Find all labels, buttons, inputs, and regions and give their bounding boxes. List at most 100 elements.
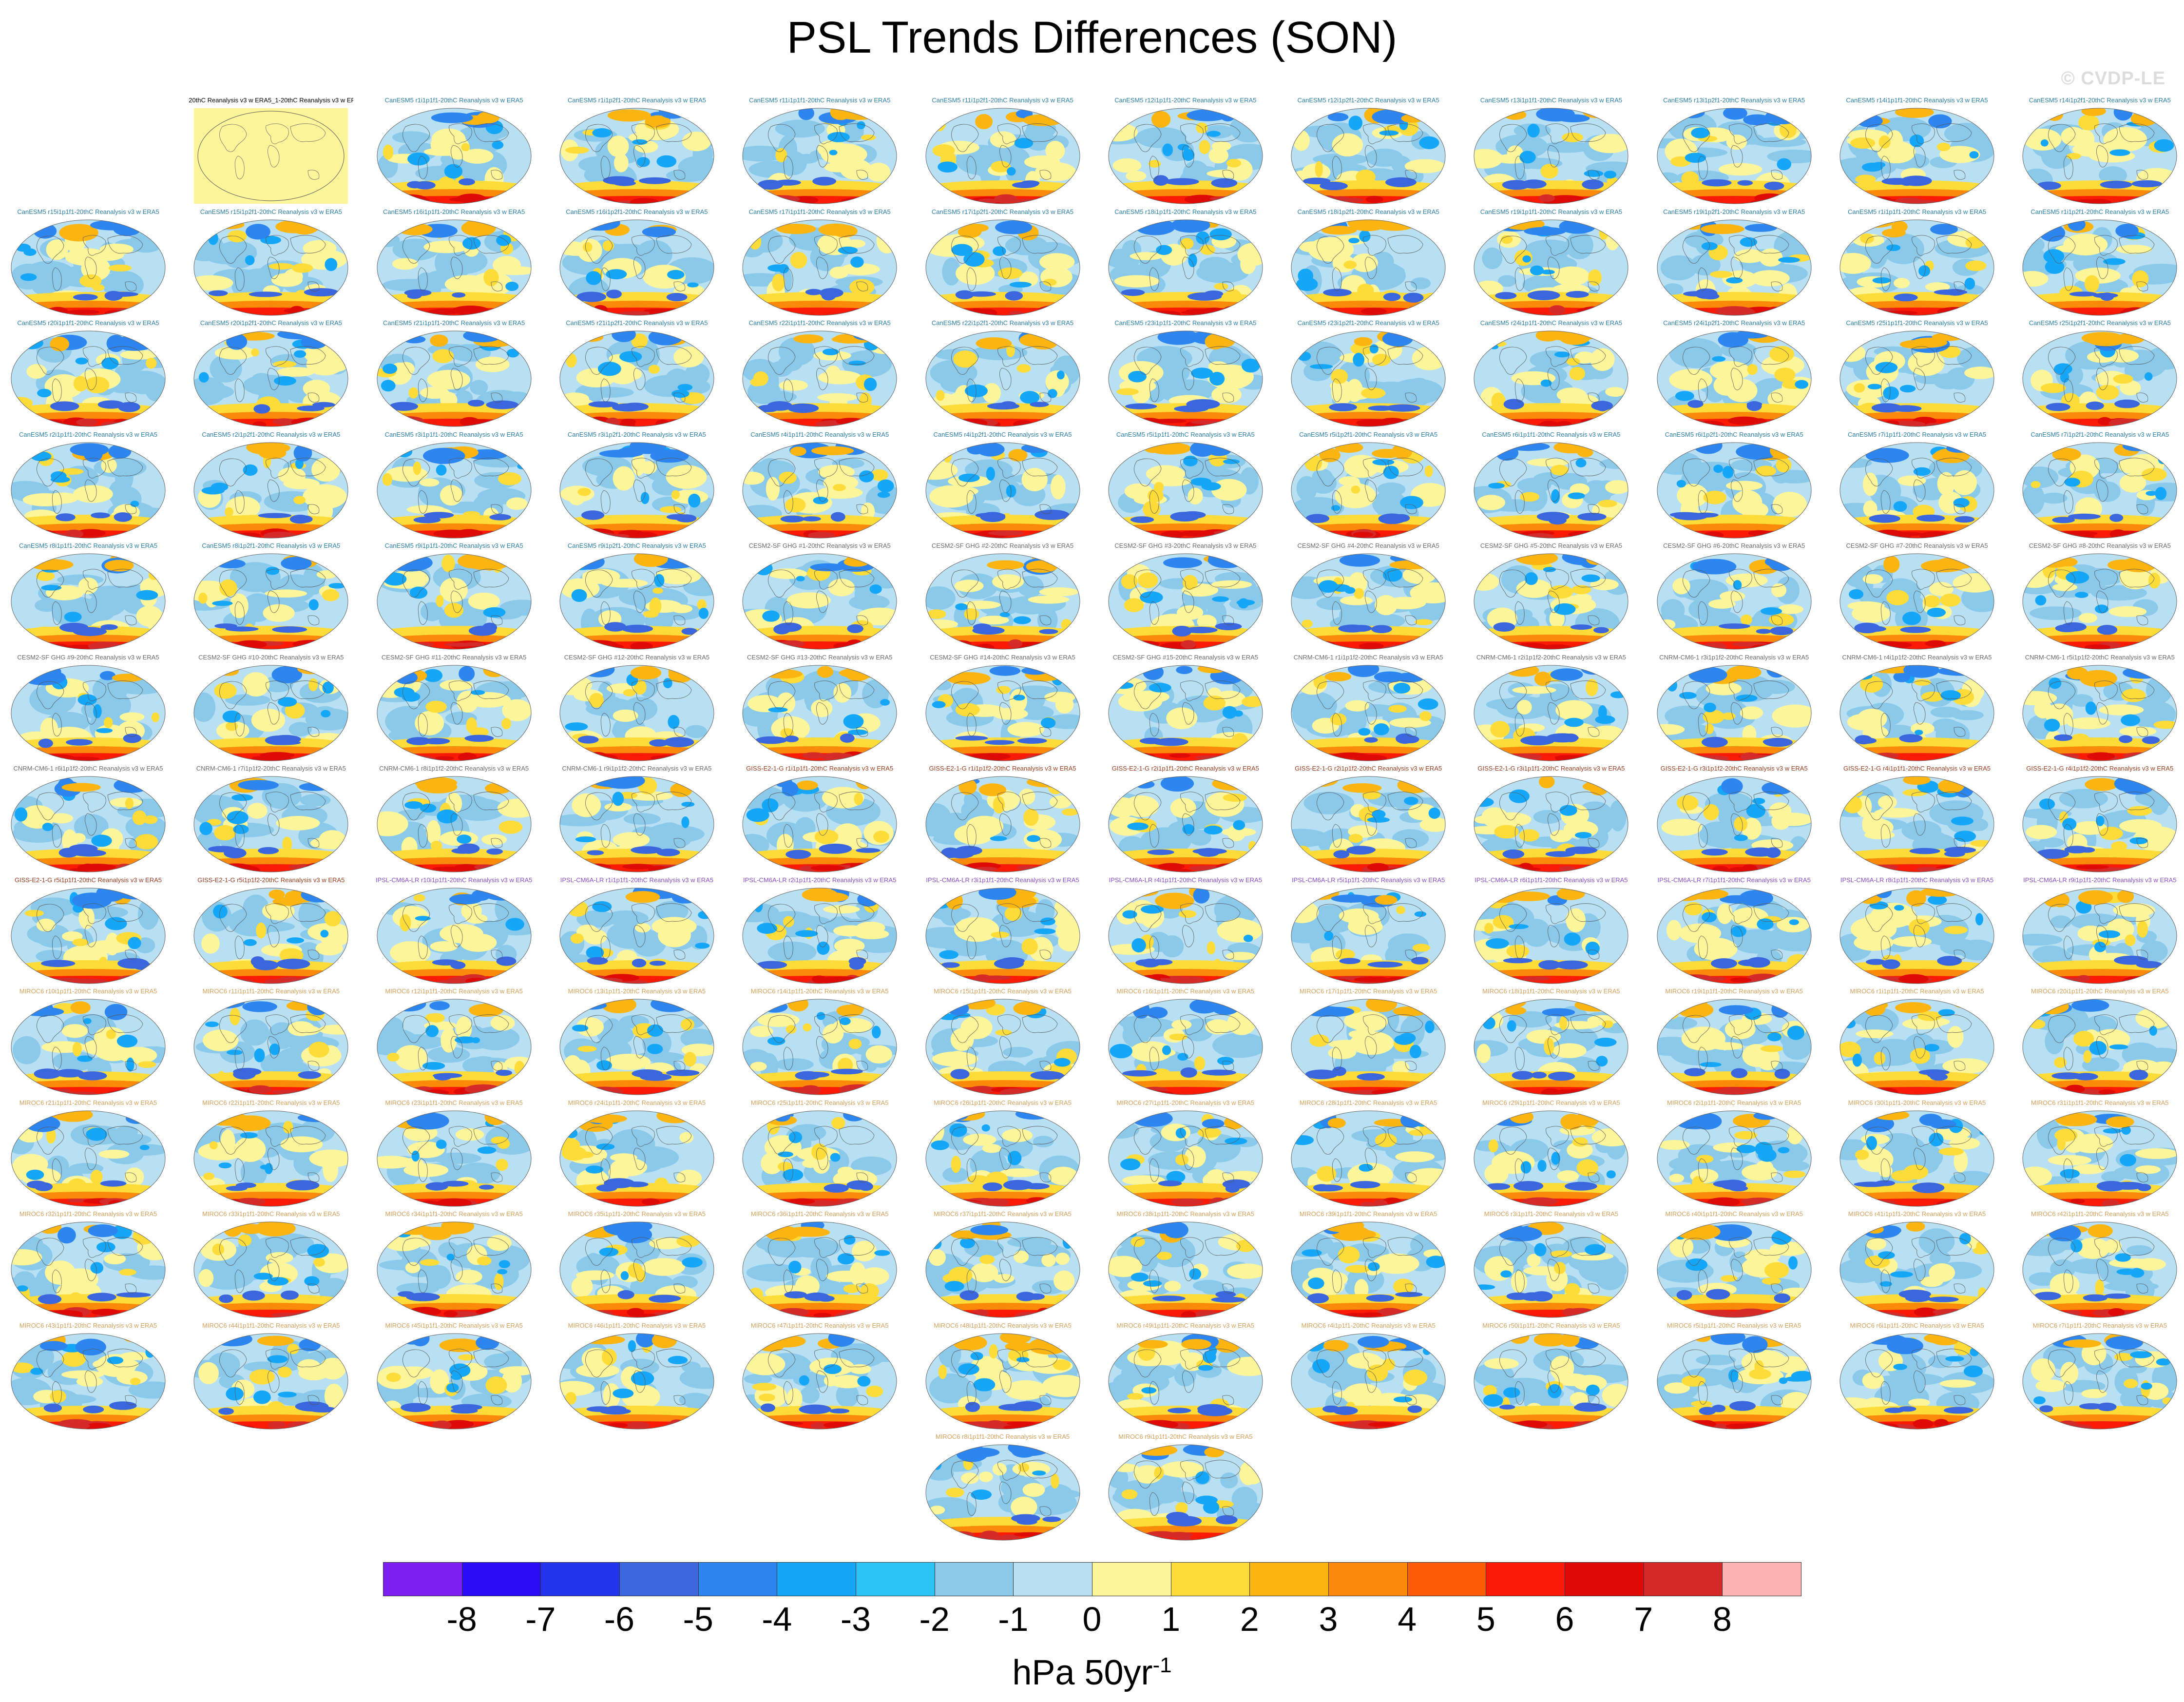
map-plot [925,330,1080,427]
panel-title: CanESM5 r18i1p1f1-20thC Reanalysis v3 w … [1114,208,1257,215]
polar-anomaly-blob [670,782,692,797]
southern-anomaly-blob [1487,197,1509,204]
map-panel: GISS-E2-1-G r2i1p1f2-20thC Reanalysis v3… [1286,764,1451,875]
panel-title: CanESM5 r8i1p2f1-20thC Reanalysis v3 w E… [202,542,341,549]
coastlines [1682,234,1789,291]
positive-anomaly-blob [36,918,56,931]
coastlines [768,234,875,291]
polar-anomaly-blob [810,563,846,572]
map-panel: CanESM5 r3i1p1f1-20thC Reanalysis v3 w E… [372,430,536,541]
polar-anomaly-blob [1765,109,1800,124]
negative-anomaly-blob [1709,834,1738,849]
negative-anomaly-blob [1180,1067,1197,1078]
negative-anomaly-blob [1296,476,1318,501]
positive-anomaly-blob [79,274,102,288]
map-plot [194,108,348,204]
southern-anomaly-blob [204,420,221,425]
negative-anomaly-blob [194,692,216,722]
southern-anomaly-blob [2098,417,2112,426]
southern-anomaly-blob [594,644,608,649]
map-panel: CanESM5 r5i1p2f1-20thC Reanalysis v3 w E… [1286,430,1451,541]
panel-title: CanESM5 r8i1p1f1-20thC Reanalysis v3 w E… [19,542,157,549]
negative-anomaly-blob [506,348,519,358]
positive-anomaly-blob [2078,115,2099,131]
polar-anomaly-blob [793,334,824,344]
positive-anomaly-blob [1862,911,1899,933]
negative-anomaly-blob [1038,629,1058,634]
positive-anomaly-blob [1709,271,1733,278]
map-panel: CanESM5 r21i1p1f1-20thC Reanalysis v3 w … [372,318,536,429]
map-plot [1839,442,1994,538]
positive-anomaly-blob [652,587,663,594]
positive-anomaly-blob [1734,249,1765,263]
southern-anomaly-blob [1494,195,1515,202]
negative-anomaly-blob [1305,1069,1338,1080]
negative-anomaly-blob [1701,849,1728,856]
trend-field [559,776,714,872]
globe-outline [377,219,532,315]
panel-title: CanESM5 r6i1p1f1-20thC Reanalysis v3 w E… [1482,430,1621,438]
positive-anomaly-blob [1372,353,1391,366]
southern-anomaly-blob [1237,196,1252,204]
trend-field [743,219,897,315]
positive-anomaly-blob [319,830,346,850]
negative-anomaly-blob [1725,277,1743,283]
positive-anomaly-blob [1108,797,1137,818]
globe-outline [1108,219,1263,315]
panel-title: CanESM5 r16i1p2f1-20thC Reanalysis v3 w … [566,208,708,215]
positive-anomaly-blob [1878,135,1891,149]
positive-anomaly-blob [1669,369,1712,390]
map-panel: CanESM5 r5i1p1f1-20thC Reanalysis v3 w E… [1103,430,1268,541]
positive-anomaly-blob [817,486,863,499]
negative-anomaly-blob [1528,290,1560,300]
trend-field [377,108,531,204]
panel-title: CanESM5 r20i1p1f1-20thC Reanalysis v3 w … [17,319,159,327]
negative-anomaly-blob [1594,1038,1617,1047]
southern-anomaly-blob [1310,195,1338,202]
trend-field [559,554,714,649]
negative-anomaly-blob [224,848,247,859]
negative-anomaly-blob [1128,370,1147,383]
negative-anomaly-blob [1951,816,1973,826]
map-panel: CESM2-SF GHG #8-20thC Reanalysis v3 w ER… [2017,541,2182,652]
southern-anomaly-blob [751,864,779,870]
negative-anomaly-blob [941,257,960,286]
positive-anomaly-blob [833,1018,872,1033]
negative-anomaly-blob [126,1057,134,1072]
negative-anomaly-blob [1964,277,1975,290]
negative-anomaly-blob [762,610,780,622]
negative-anomaly-blob [743,146,787,162]
positive-anomaly-blob [92,284,105,291]
southern-anomaly-blob [1751,644,1782,649]
positive-anomaly-blob [1021,467,1048,491]
southern-anomaly-blob [19,641,37,649]
negative-anomaly-blob [1209,371,1225,386]
negative-anomaly-blob [199,822,213,835]
negative-anomaly-blob [1298,268,1314,283]
panel-title: CanESM5 r23i1p2f1-20thC Reanalysis v3 w … [1297,319,1439,327]
negative-anomaly-blob [2069,291,2098,296]
polar-anomaly-blob [1550,668,1583,681]
negative-anomaly-blob [2041,139,2049,147]
panel-title: IPSL-CM6A-LR r4i1p1f1-20thC Reanalysis v… [1109,876,1262,884]
coastlines [585,457,692,514]
negative-anomaly-blob [1215,622,1242,630]
southern-anomaly-blob [932,754,958,758]
southern-anomaly-blob [1126,752,1155,761]
positive-anomaly-blob [1412,943,1431,952]
map-plot [377,108,532,204]
map-plot [559,665,714,761]
negative-anomaly-blob [675,514,697,522]
southern-anomaly-blob [382,418,401,424]
southern-anomaly-blob [683,754,710,761]
positive-anomaly-blob [823,474,859,491]
negative-anomaly-blob [592,128,612,137]
negative-anomaly-blob [636,157,650,167]
positive-anomaly-blob [680,1019,694,1031]
negative-anomaly-blob [1540,379,1552,387]
negative-anomaly-blob [1582,179,1604,190]
southern-anomaly-blob [1123,640,1160,648]
positive-anomaly-blob [1205,1019,1231,1035]
negative-anomaly-blob [432,959,460,966]
southern-anomaly-blob [116,864,133,870]
